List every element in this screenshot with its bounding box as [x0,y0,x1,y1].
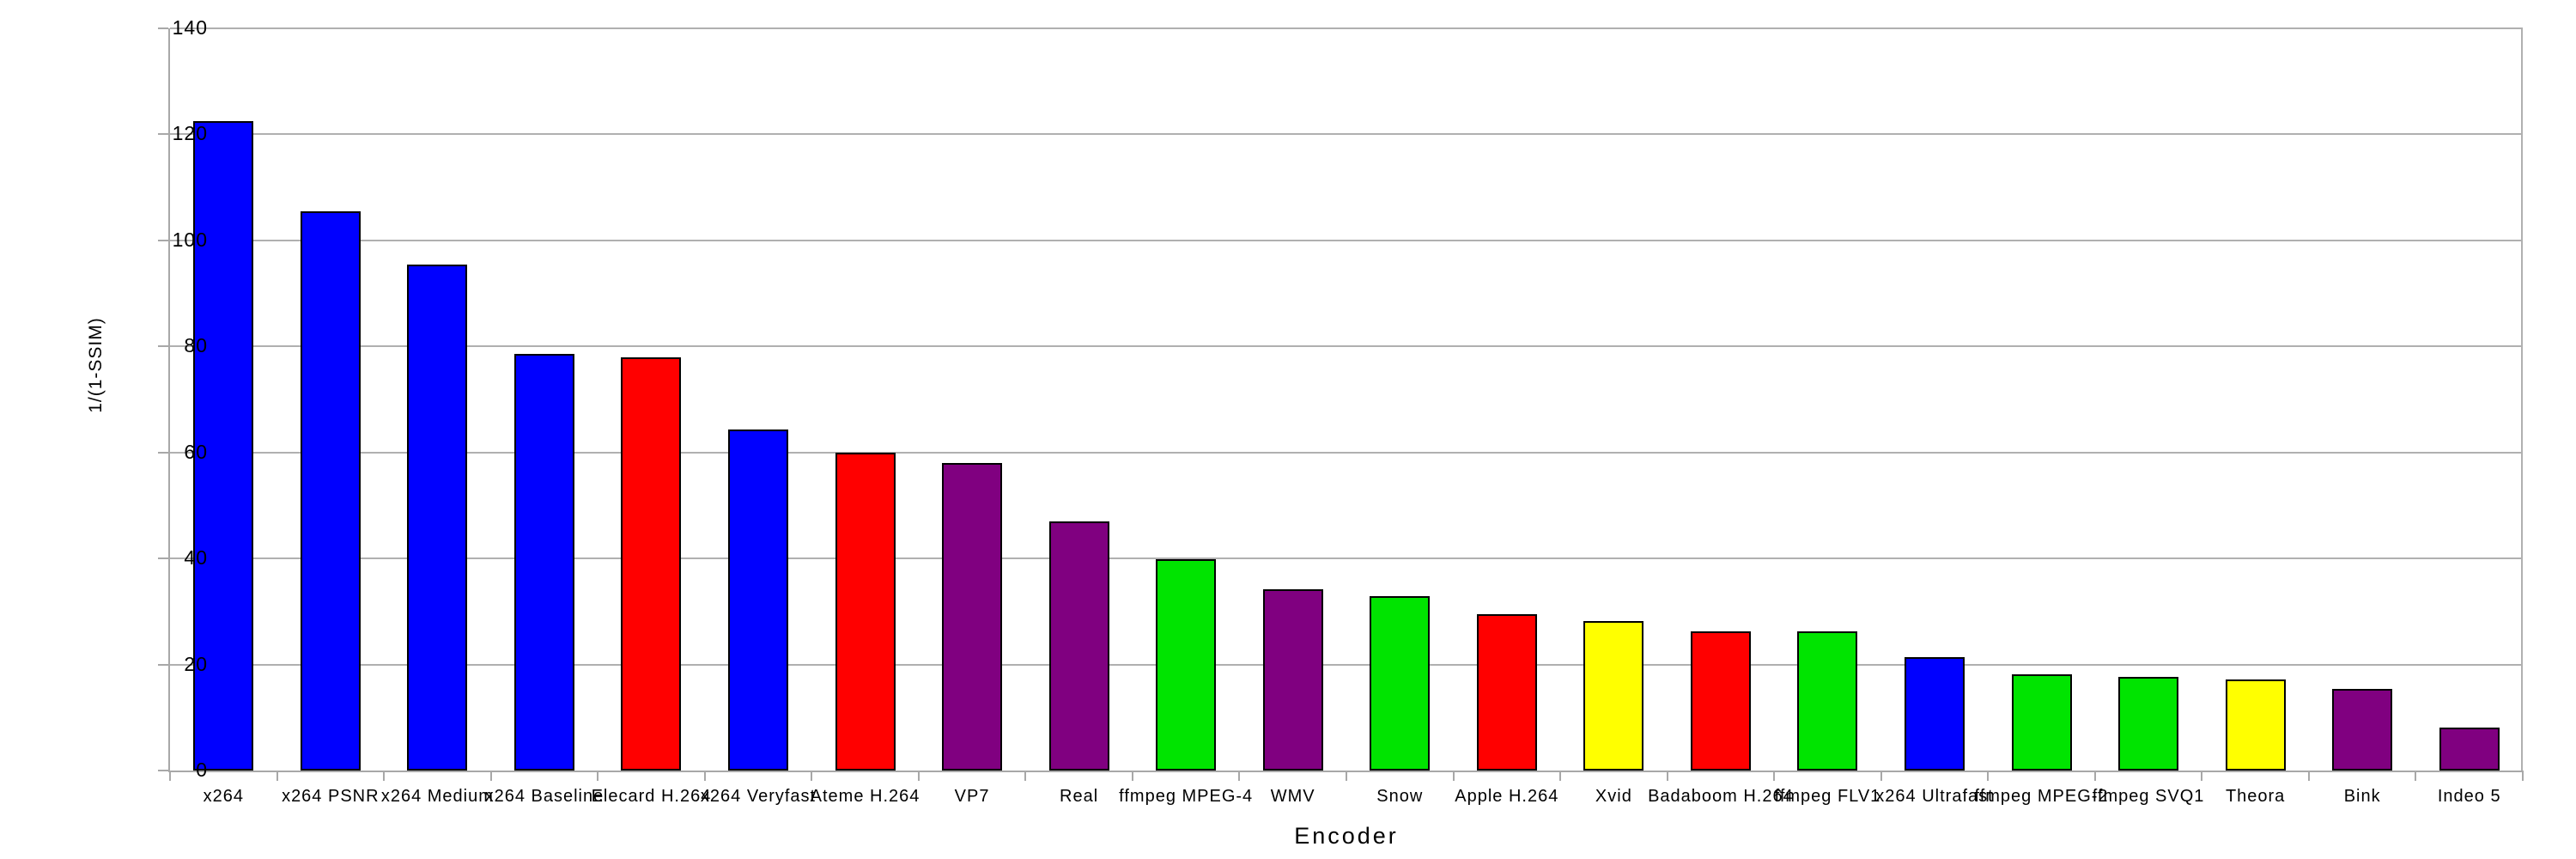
x-category-label: x264 [203,787,244,806]
x-category-label: x264 Veryfast [700,787,817,806]
bar-x264-medium [407,265,467,771]
x-tick-mark [704,771,706,781]
gridline-y-20 [170,663,2523,666]
x-tick-mark [597,771,598,781]
bar-x264-psnr [301,211,361,771]
x-tick-mark [2308,771,2310,781]
x-category-label: Ateme H.264 [810,787,920,806]
x-tick-mark [169,771,171,781]
x-category-label: x264 Baseline [484,787,605,806]
bar-indeo-5 [2439,728,2500,771]
y-tick-mark [158,770,168,771]
x-tick-mark [2094,771,2096,781]
x-tick-mark [1453,771,1455,781]
plot-right-border [2521,28,2523,771]
y-tick-label: 40 [184,546,208,570]
bar-badaboom-h-264 [1691,631,1751,771]
bar-xvid [1583,621,1643,771]
bar-x264 [193,121,253,771]
x-tick-mark [2415,771,2416,781]
x-category-label: VP7 [954,787,990,806]
x-category-label: x264 Medium [380,787,494,806]
y-tick-label: 60 [184,440,208,463]
x-tick-mark [2522,771,2524,781]
y-tick-label: 20 [184,652,208,675]
x-tick-mark [1773,771,1775,781]
x-category-label: Apple H.264 [1455,787,1559,806]
x-axis-title: Encoder [1294,823,1399,849]
bar-vp7 [942,463,1002,771]
y-axis-line [168,28,170,772]
x-category-label: Real [1060,787,1099,806]
gridline-y-60 [170,451,2523,454]
y-tick-mark [158,27,168,29]
y-axis-title: 1/(1-SSIM) [86,317,106,413]
x-tick-mark [811,771,812,781]
y-tick-mark [158,345,168,348]
x-category-label: ffmpeg SVQ1 [2092,787,2205,806]
x-category-label: WMV [1270,787,1315,806]
x-category-label: x264 Ultrafast [1875,787,1994,806]
y-tick-label: 100 [172,228,208,251]
bar-elecard-h-264 [621,357,681,771]
x-category-label: Badaboom H.264 [1648,787,1794,806]
y-tick-label: 140 [172,16,208,39]
y-tick-mark [158,133,168,136]
bar-ffmpeg-mpeg-4 [1156,559,1216,771]
bar-ateme-h-264 [835,453,896,771]
x-tick-mark [383,771,385,781]
gridline-y-140 [170,27,2523,29]
y-tick-mark [158,663,168,666]
bar-x264-baseline [514,354,574,771]
x-tick-mark [1880,771,1882,781]
y-tick-mark [158,451,168,454]
bar-theora [2226,679,2286,771]
x-category-label: Bink [2343,787,2381,806]
x-category-label: Xvid [1595,787,1632,806]
bar-ffmpeg-svq1 [2118,677,2178,771]
bar-snow [1370,596,1430,771]
gridline-y-120 [170,133,2523,136]
bar-x264-veryfast [728,430,788,771]
gridline-y-80 [170,345,2523,348]
x-category-label: ffmpeg MPEG-4 [1119,787,1254,806]
x-tick-mark [1667,771,1668,781]
bar-bink [2332,689,2392,771]
y-tick-mark [158,239,168,241]
x-tick-mark [1987,771,1989,781]
x-tick-mark [1238,771,1240,781]
gridline-y-100 [170,239,2523,241]
x-tick-mark [1024,771,1026,781]
x-tick-mark [2201,771,2202,781]
x-category-label: ffmpeg MPEG-2 [1974,787,2109,806]
bar-ffmpeg-flv1 [1797,631,1857,771]
x-category-label: Elecard H.264 [591,787,712,806]
x-tick-mark [490,771,492,781]
x-tick-mark [1346,771,1347,781]
gridline-y-40 [170,557,2523,560]
x-tick-mark [276,771,278,781]
plot-area [158,27,2524,781]
x-tick-mark [1132,771,1133,781]
bar-real [1049,521,1109,771]
y-tick-label: 0 [196,758,208,781]
x-category-label: Snow [1376,787,1424,806]
x-category-label: Indeo 5 [2437,787,2501,806]
bar-x264-ultrafast [1905,657,1965,771]
x-tick-mark [918,771,920,781]
y-tick-mark [158,557,168,560]
x-category-label: x264 PSNR [282,787,380,806]
y-tick-label: 80 [184,334,208,357]
x-category-label: ffmpeg FLV1 [1774,787,1881,806]
y-tick-label: 120 [172,122,208,145]
bar-ffmpeg-mpeg-2 [2012,674,2072,771]
x-tick-mark [1559,771,1561,781]
bar-apple-h-264 [1477,614,1537,771]
x-category-label: Theora [2225,787,2286,806]
bar-wmv [1263,589,1323,771]
